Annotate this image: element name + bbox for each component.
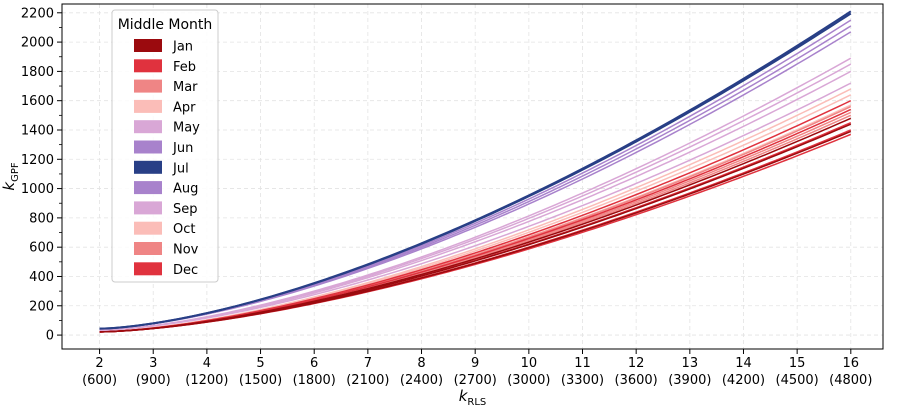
legend-label: Aug: [173, 182, 198, 197]
x-tick-label: 12: [628, 356, 645, 371]
legend-swatch: [134, 120, 162, 134]
x-axis-label-sub: RLS: [467, 397, 486, 407]
x-tick-label: 13: [682, 356, 699, 371]
legend-label: Sep: [173, 202, 198, 217]
legend-label: Jan: [172, 40, 193, 55]
x-tick-label: 2: [95, 356, 103, 371]
x-axis-label-main: k: [459, 387, 469, 405]
series-line: [99, 12, 852, 330]
x-tick-label: 11: [574, 356, 591, 371]
legend-swatch: [134, 181, 162, 195]
plot-frame: [61, 3, 884, 350]
x-tick-label: 3: [149, 356, 157, 371]
y-tick-label: 1600: [21, 94, 54, 109]
x-tick-label: 8: [417, 356, 425, 371]
legend-label: Dec: [173, 263, 198, 278]
x-tick-sublabel: (1500): [239, 373, 282, 388]
x-tick-sublabel: (3600): [615, 373, 658, 388]
x-tick-label: 5: [256, 356, 264, 371]
y-tick-label: 1400: [21, 123, 54, 138]
x-tick-label: 16: [843, 356, 860, 371]
x-tick-sublabel: (3300): [561, 373, 604, 388]
x-tick-sublabel: (900): [136, 373, 171, 388]
legend-label: Oct: [173, 222, 195, 237]
x-tick-sublabel: (1800): [293, 373, 336, 388]
x-tick-sublabel: (2100): [346, 373, 389, 388]
y-tick-label: 2200: [21, 6, 54, 21]
legend-label: Jun: [172, 141, 193, 156]
x-tick-label: 14: [735, 356, 752, 371]
x-tick-sublabel: (3000): [507, 373, 550, 388]
legend-swatch: [134, 59, 162, 73]
x-tick-sublabel: (3900): [668, 373, 711, 388]
legend-label: May: [173, 121, 200, 136]
legend-swatch: [134, 201, 162, 215]
x-tick-label: 7: [364, 356, 372, 371]
x-tick-sublabel: (2400): [400, 373, 443, 388]
x-tick-label: 4: [203, 356, 211, 371]
legend-label: Nov: [173, 243, 199, 258]
series-lines: [99, 10, 852, 333]
y-axis-label: kGPF: [0, 162, 21, 190]
series-line: [99, 82, 852, 331]
y-axis-label-sub: GPF: [10, 162, 21, 182]
legend: Middle Month Jan Feb Mar Apr May Jun Jul Aug Sep…: [111, 9, 219, 283]
x-tick-sublabel: (4500): [776, 373, 819, 388]
y-axis-label-main: k: [0, 181, 18, 191]
x-tick-label: 15: [789, 356, 806, 371]
series-line: [99, 130, 852, 333]
x-tick-sublabel: (600): [82, 373, 117, 388]
x-tick-sublabel: (2700): [454, 373, 497, 388]
y-tick-label: 1200: [21, 153, 54, 168]
legend-box: [111, 9, 219, 283]
y-tick-label: 600: [29, 241, 54, 256]
legend-label: Apr: [173, 100, 196, 115]
legend-swatch: [134, 140, 162, 154]
legend-title: Middle Month: [118, 17, 213, 33]
legend-entries: Jan Feb Mar Apr May Jun Jul Aug Sep Oct Nov Dec: [134, 39, 200, 278]
x-tick-label: 6: [310, 356, 318, 371]
x-tick-sublabel: (4200): [722, 373, 765, 388]
y-tick-label: 1800: [21, 65, 54, 80]
series-line: [99, 31, 852, 330]
x-tick-label: 10: [521, 356, 538, 371]
legend-swatch: [134, 99, 162, 113]
legend-swatch: [134, 262, 162, 276]
legend-label: Mar: [173, 80, 198, 95]
y-tick-label: 0: [46, 329, 54, 344]
legend-swatch: [134, 221, 162, 235]
y-tick-label: 1000: [21, 182, 54, 197]
y-tick-label: 400: [29, 270, 54, 285]
legend-swatch: [134, 160, 162, 174]
x-tick-label: 9: [471, 356, 479, 371]
x-tick-sublabel: (1200): [185, 373, 228, 388]
legend-label: Feb: [173, 60, 196, 75]
y-tick-label: 2000: [21, 36, 54, 51]
legend-swatch: [134, 242, 162, 255]
y-tick-label: 800: [29, 211, 54, 226]
legend-swatch: [134, 39, 162, 52]
legend-label: Jul: [172, 161, 189, 176]
legend-swatch: [134, 79, 162, 93]
y-tick-label: 200: [29, 299, 54, 314]
x-tick-sublabel: (4800): [829, 373, 872, 388]
axes: 0 200 400 600 800 1000 1200 1400 1600 1800 2000 220…: [21, 6, 873, 388]
x-axis-label: kRLS: [459, 387, 487, 407]
